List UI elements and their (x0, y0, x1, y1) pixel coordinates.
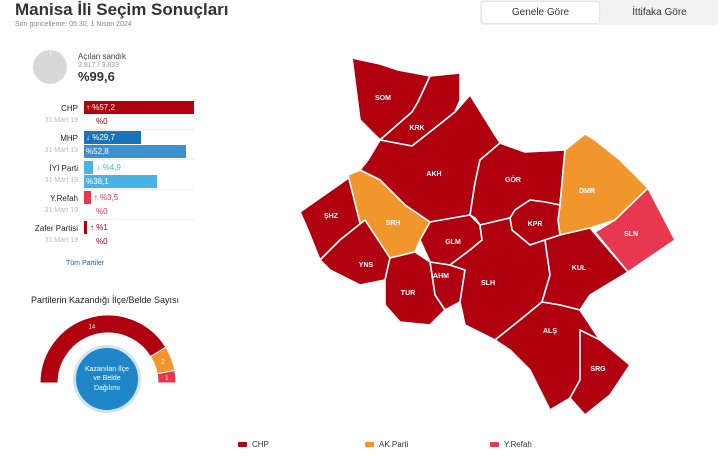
party-bar-now: ↑ %57,2 (84, 101, 194, 114)
legend-swatch (490, 442, 499, 447)
gauge-label-1: 2 (161, 360, 165, 366)
party-name: MHP (60, 134, 78, 143)
seats-title: Partilerin Kazandığı İlçe/Belde Sayısı (30, 295, 180, 305)
legend-swatch (365, 442, 374, 447)
party-name: Y.Refah (50, 194, 78, 203)
party-row-mhp[interactable]: MHP 31 Mart 19 ↓ %29,7 %52,8 (0, 130, 200, 160)
legend-item-yrefah: Y.Refah (490, 440, 532, 449)
legend-item-chp: CHP (238, 440, 269, 449)
district-label-som: SOM (375, 95, 391, 102)
party-prev-date: 31 Mart 19 (44, 177, 78, 184)
party-prev-value: %0 (96, 237, 108, 246)
map-legend: CHP AK Parti Y.Refah (0, 440, 720, 454)
party-prev-value: %0 (96, 117, 108, 126)
district-distribution-button[interactable]: Kazanılan İlçe ve Belde Dağılımı (73, 345, 141, 413)
legend-label: CHP (252, 440, 269, 449)
ballot-label: Açılan sandık (78, 52, 127, 61)
party-row-iyi[interactable]: İYİ Parti 31 Mart 19 ↓ %4,9 %38,1 (0, 160, 200, 190)
tab-general[interactable]: Genele Göre (482, 2, 599, 23)
party-now-value: ↑ %1 (90, 223, 108, 232)
divider (84, 129, 194, 130)
district-kul[interactable] (541, 227, 629, 311)
district-label-akh: AKH (426, 171, 441, 178)
district-srg[interactable] (569, 329, 631, 416)
district-label-tur: TUR (401, 290, 415, 297)
ballot-count: 3.817 / 3.833 (78, 62, 119, 69)
party-prev-value: %38,1 (86, 177, 109, 186)
district-label-slh: SLH (481, 280, 495, 287)
gauge-label-2: 1 (165, 376, 169, 382)
district-label-kul: KUL (572, 265, 587, 272)
seats-gauge: 14 2 1 (39, 315, 177, 384)
district-label-yns: YNS (359, 262, 374, 269)
view-tabs: Genele Göre İttifaka Göre (480, 0, 718, 25)
party-prev-date: 31 Mart 19 (44, 237, 78, 244)
party-bar-prev: %52,8 (84, 145, 186, 158)
party-bar-prev: %38,1 (84, 175, 158, 188)
party-row-zafer[interactable]: Zafer Partisi 31 Mart 19 ↑ %1 %0 (0, 220, 200, 250)
district-label-sln: SLN (624, 231, 638, 238)
party-bar-now: ↑ %1 (84, 221, 108, 234)
divider (84, 159, 194, 160)
party-bar-now: ↓ %29,7 (84, 131, 142, 144)
party-bar-now: ↑ %3,5 (84, 191, 118, 204)
last-updated: Son güncelleme: 05:30, 1 Nisan 2024 (15, 21, 132, 28)
ballot-percent: %99,6 (78, 69, 115, 84)
party-prev-date: 31 Mart 19 (44, 117, 78, 124)
district-label-kpr: KPR (528, 221, 543, 228)
legend-item-akp: AK Parti (365, 440, 408, 449)
divider (84, 189, 194, 190)
party-now-value: ↓ %29,7 (86, 133, 115, 142)
ballot-summary: Açılan sandık 3.817 / 3.833 %99,6 (33, 50, 213, 90)
party-name: İYİ Parti (49, 164, 78, 173)
party-row-chp[interactable]: CHP 31 Mart 19 ↑ %57,2 %0 (0, 100, 200, 130)
party-bar-now: ↓ %4,9 (84, 161, 121, 174)
party-prev-date: 31 Mart 19 (44, 147, 78, 154)
district-label-gor: GÖR (505, 175, 521, 184)
district-label-dmr: DMR (579, 188, 595, 195)
district-map: SOM KRK AKH GÖR DMR SLN ŞHZ SRH GLM KPR … (299, 57, 676, 416)
ballot-pie-icon (33, 50, 67, 84)
district-label-glm: GLM (445, 239, 461, 246)
district-label-krk: KRK (409, 125, 424, 132)
divider (84, 219, 194, 220)
district-label-ahm: AHM (433, 273, 449, 280)
party-row-yrefah[interactable]: Y.Refah 31 Mart 19 ↑ %3,5 %0 (0, 190, 200, 220)
district-label-srg: SRG (590, 366, 606, 373)
district-label-als: ALŞ (543, 328, 557, 335)
party-name: CHP (61, 104, 78, 113)
tab-alliance[interactable]: İttifaka Göre (632, 7, 687, 18)
party-prev-value: %52,8 (86, 147, 109, 156)
party-now-value: ↑ %3,5 (93, 193, 119, 202)
page-title: Manisa İli Seçim Sonuçları (15, 0, 229, 19)
district-tur[interactable] (384, 251, 446, 326)
party-name: Zafer Partisi (34, 224, 78, 233)
party-prev-date: 31 Mart 19 (44, 207, 78, 214)
party-prev-value: %0 (96, 207, 108, 216)
legend-label: Y.Refah (504, 440, 532, 449)
gauge-label-0: 14 (89, 324, 96, 330)
legend-label: AK Parti (379, 440, 409, 449)
gauge-segment-2[interactable] (156, 369, 177, 384)
party-now-value: ↓ %4,9 (96, 163, 121, 172)
district-label-shz: ŞHZ (324, 213, 339, 220)
all-parties-link[interactable]: Tüm Partiler (66, 260, 105, 267)
party-now-value: ↑ %57,2 (86, 103, 115, 112)
legend-swatch (238, 442, 247, 447)
district-label-srh: SRH (386, 220, 401, 227)
